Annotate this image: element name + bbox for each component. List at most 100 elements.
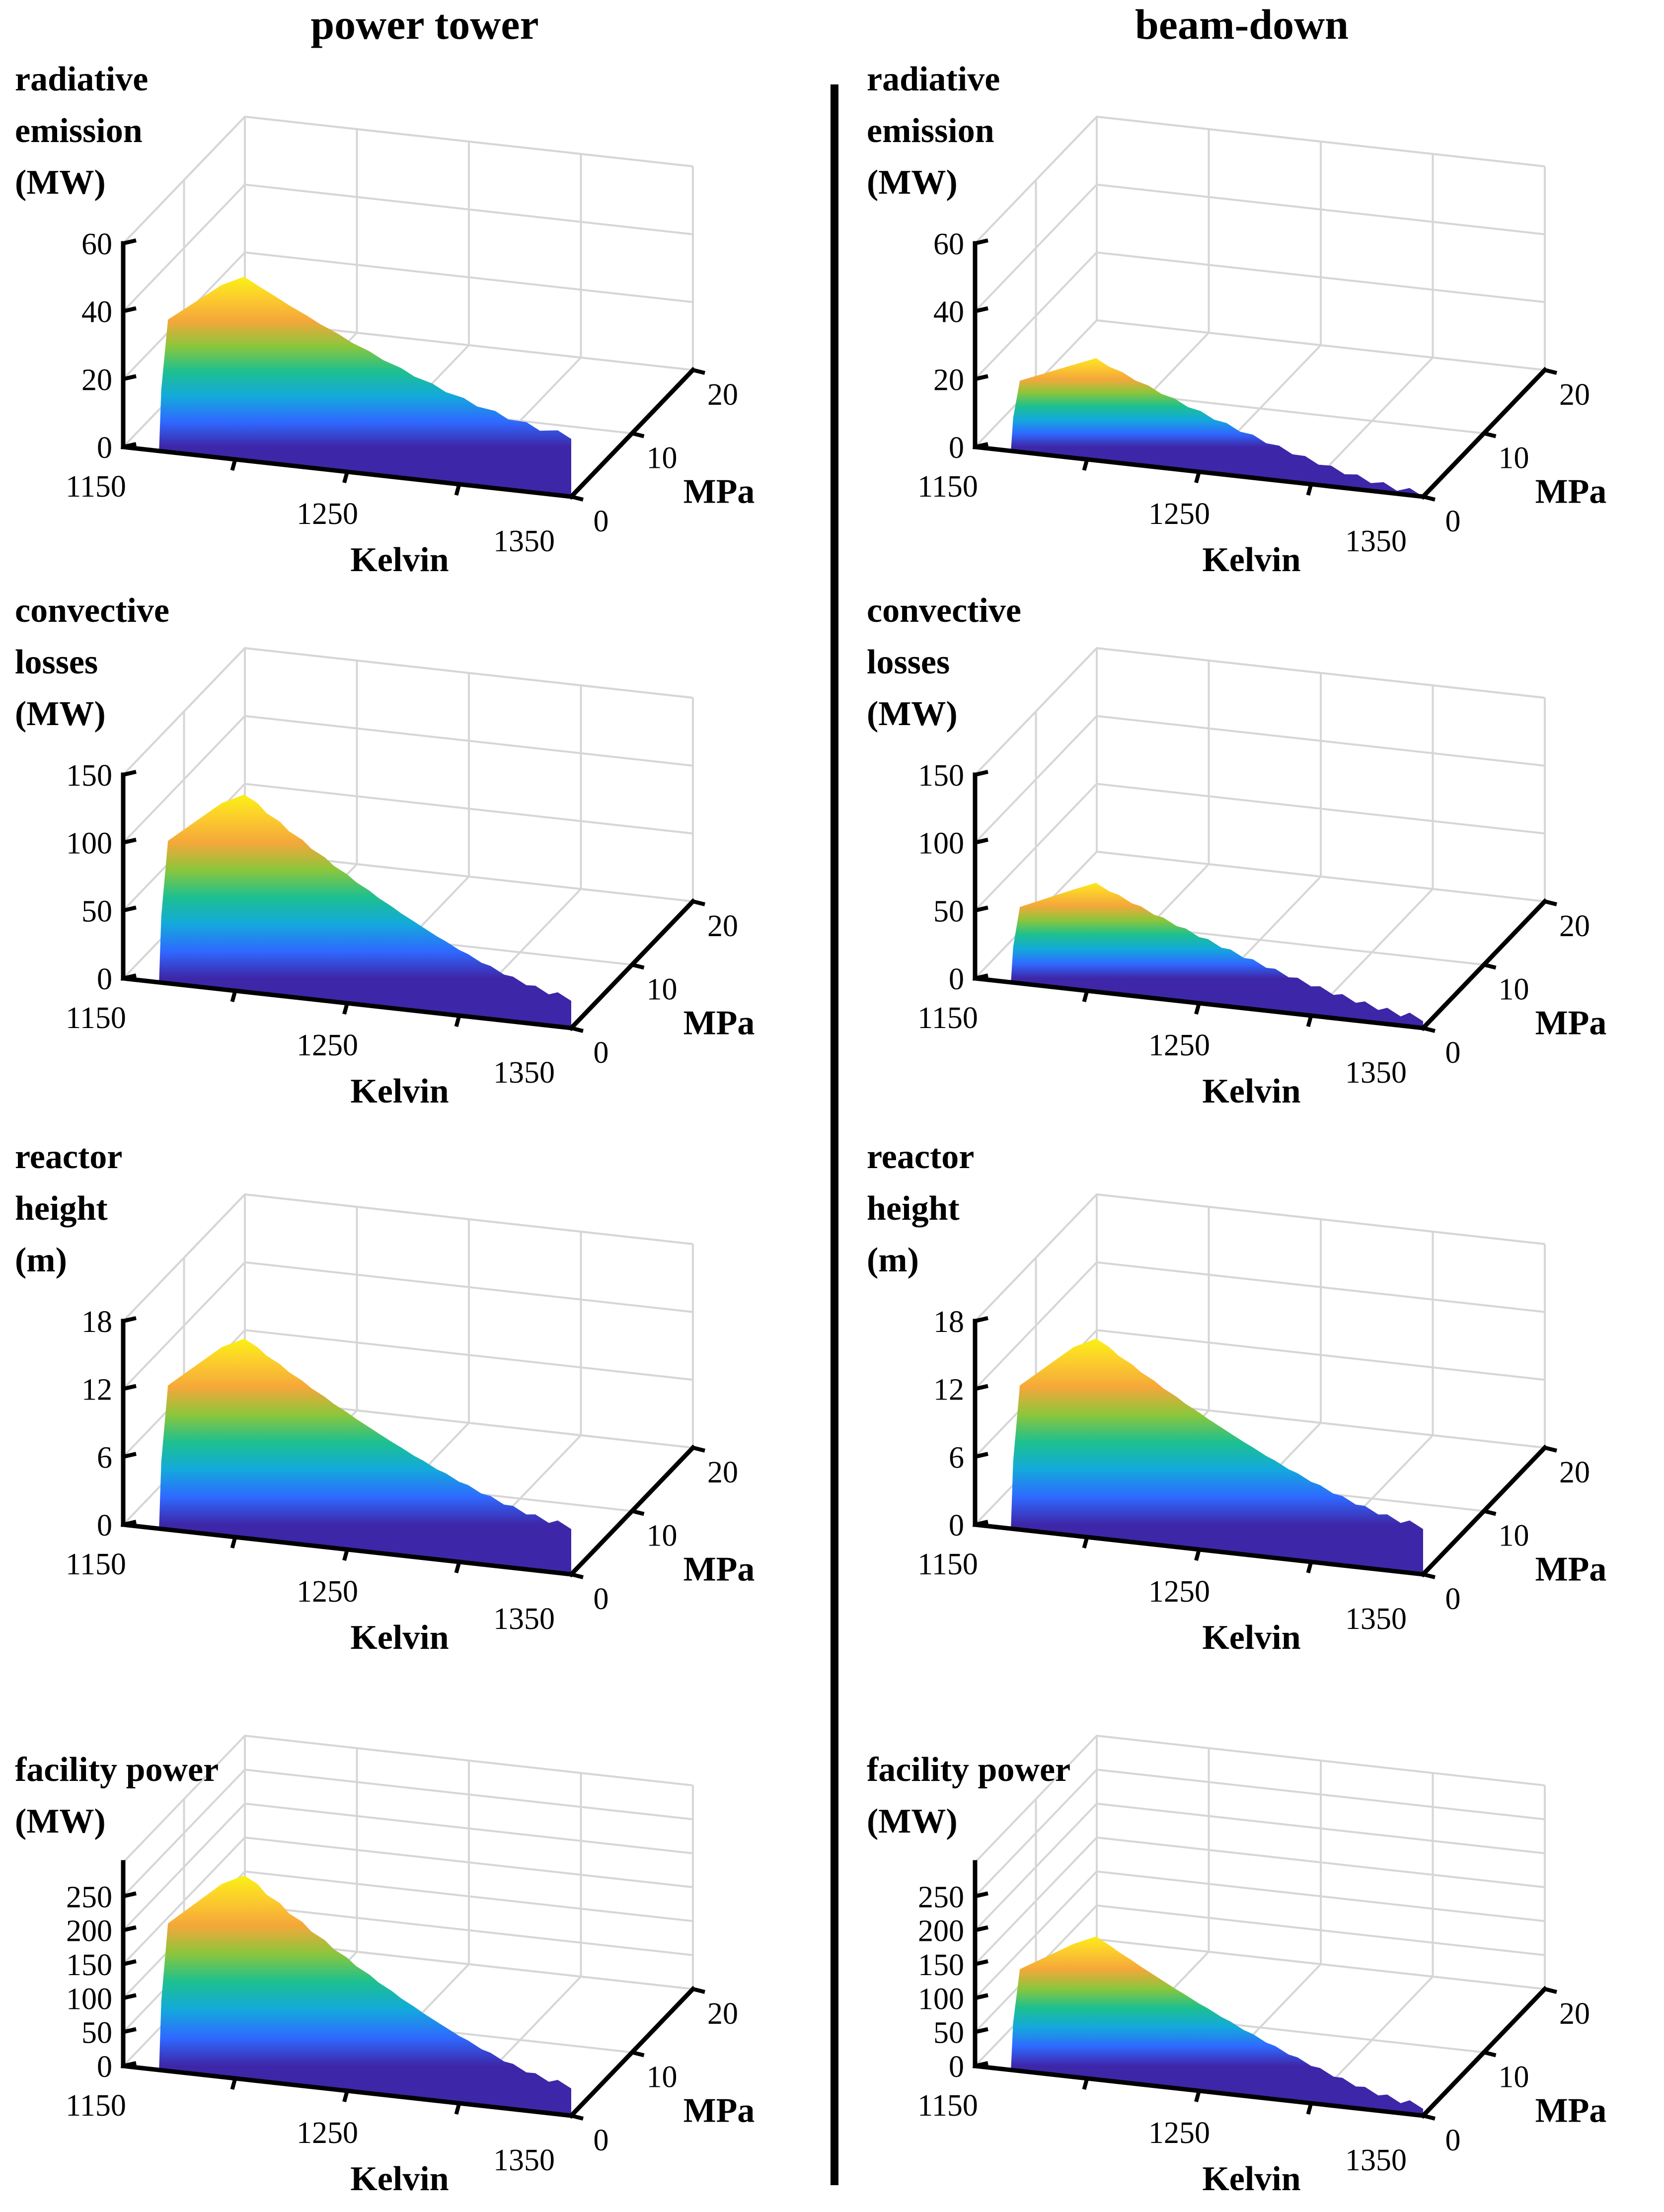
x-tick bbox=[1082, 458, 1089, 471]
x-tick bbox=[1082, 2077, 1089, 2090]
z-tick-label: 150 bbox=[66, 759, 112, 793]
y-tick-label: 20 bbox=[1559, 909, 1590, 943]
y-tick bbox=[631, 431, 645, 439]
grid-top-edge bbox=[122, 647, 693, 776]
y-axis-label: MPa bbox=[683, 473, 755, 511]
grid-top-edge bbox=[122, 1193, 693, 1322]
x-tick bbox=[1194, 2090, 1201, 2103]
x-tick bbox=[1194, 1002, 1201, 1015]
grid-line-x bbox=[1310, 685, 1434, 1017]
z-tick bbox=[975, 238, 988, 245]
x-tick-label: 1350 bbox=[493, 524, 555, 558]
z-tick-label: 40 bbox=[933, 295, 964, 329]
x-tick bbox=[1082, 990, 1089, 1003]
z-tick bbox=[975, 1925, 988, 1932]
y-tick bbox=[1544, 1987, 1557, 1994]
z-tick bbox=[975, 306, 988, 313]
z-tick-label: 12 bbox=[933, 1373, 964, 1407]
x-tick bbox=[454, 1015, 461, 1028]
z-axis-label: radiative bbox=[867, 60, 1000, 98]
z-tick bbox=[123, 306, 137, 313]
x-tick bbox=[230, 2077, 237, 2090]
z-tick bbox=[975, 2027, 988, 2034]
x-axis-label: Kelvin bbox=[350, 541, 449, 579]
grid-line-x bbox=[1310, 1773, 1434, 2104]
x-tick bbox=[342, 471, 349, 484]
z-tick bbox=[123, 374, 137, 381]
x-axis-label: Kelvin bbox=[1202, 1072, 1300, 1110]
y-tick bbox=[571, 1572, 584, 1579]
z-tick-label: 0 bbox=[949, 962, 964, 996]
z-tick-label: 0 bbox=[949, 2050, 964, 2084]
grid-line-y bbox=[1096, 648, 1545, 902]
x-tick bbox=[454, 483, 461, 496]
y-tick-label: 10 bbox=[1499, 2061, 1529, 2094]
y-tick bbox=[1423, 1026, 1436, 1033]
x-tick bbox=[230, 990, 237, 1003]
y-tick-label: 10 bbox=[647, 973, 678, 1007]
y-tick bbox=[1483, 1509, 1497, 1516]
y-axis-label: MPa bbox=[683, 1004, 755, 1042]
y-tick bbox=[571, 495, 584, 502]
z-tick bbox=[123, 770, 137, 777]
x-tick-label: 1350 bbox=[493, 2143, 555, 2177]
z-tick bbox=[975, 1384, 988, 1391]
x-tick bbox=[454, 2102, 461, 2115]
y-tick-label: 10 bbox=[647, 1519, 678, 1553]
y-axis-label: MPa bbox=[1535, 1004, 1607, 1042]
y-tick-label: 0 bbox=[594, 505, 609, 538]
x-axis-label: Kelvin bbox=[1202, 1619, 1300, 1657]
z-tick-label: 150 bbox=[918, 1948, 964, 1982]
z-tick-label: 0 bbox=[97, 962, 112, 996]
y-tick bbox=[571, 2114, 584, 2121]
z-axis-label: height bbox=[867, 1189, 960, 1228]
y-tick bbox=[1483, 2050, 1497, 2058]
z-tick-label: 20 bbox=[933, 363, 964, 397]
y-tick-label: 0 bbox=[1445, 1582, 1461, 1616]
panels: 020406011501250135001020KelvinMParadiati… bbox=[15, 60, 1606, 2198]
z-tick-label: 0 bbox=[97, 1509, 112, 1543]
z-tick-label: 18 bbox=[933, 1305, 964, 1339]
x-tick bbox=[342, 1548, 349, 1561]
z-axis-label: (MW) bbox=[15, 1802, 106, 1841]
z-axis-label: facility power bbox=[15, 1751, 219, 1789]
y-tick bbox=[1423, 495, 1436, 502]
z-tick-label: 50 bbox=[81, 894, 112, 928]
y-axis-label: MPa bbox=[1535, 2092, 1607, 2130]
y-tick bbox=[692, 1446, 705, 1453]
grid-top-edge bbox=[122, 1734, 693, 1863]
surface-chart-7: 05010015020025011501250135001020KelvinMP… bbox=[867, 1734, 1607, 2198]
z-tick-label: 18 bbox=[81, 1305, 112, 1339]
z-tick-label: 50 bbox=[81, 2016, 112, 2050]
z-tick-label: 150 bbox=[66, 1948, 112, 1982]
z-tick bbox=[123, 442, 137, 449]
z-tick bbox=[975, 1316, 988, 1323]
grid-line-x bbox=[1310, 154, 1434, 485]
y-tick-label: 0 bbox=[594, 1036, 609, 1070]
grid-line-y bbox=[1096, 117, 1545, 371]
surface-chart-5: 0 6 12 18 1150 1250 1350 0 10 20 Kelvin MPa reactor h… bbox=[867, 1138, 1606, 1657]
z-tick bbox=[123, 1993, 137, 2000]
y-tick-label: 10 bbox=[647, 442, 678, 475]
z-tick bbox=[123, 238, 137, 245]
z-tick bbox=[975, 905, 988, 913]
z-axis-label: radiative bbox=[15, 60, 148, 98]
z-tick bbox=[123, 2027, 137, 2034]
x-tick-label: 1350 bbox=[1345, 2143, 1407, 2177]
z-tick-label: 200 bbox=[66, 1915, 112, 1948]
y-tick-label: 20 bbox=[707, 1456, 738, 1489]
x-tick-label: 1150 bbox=[66, 1001, 126, 1035]
y-tick-label: 0 bbox=[1445, 2124, 1461, 2157]
z-tick-label: 100 bbox=[66, 1982, 112, 2016]
y-tick-label: 10 bbox=[1499, 1519, 1529, 1553]
z-tick bbox=[975, 770, 988, 777]
surface-patch bbox=[159, 1338, 571, 1574]
y-tick bbox=[631, 962, 645, 970]
x-tick bbox=[1306, 1561, 1313, 1574]
z-axis-label: (m) bbox=[867, 1241, 919, 1279]
surface-chart-3: 0 50 100 150 1150 1250 1350 0 10 20 Kelvin MPa conve… bbox=[867, 591, 1606, 1110]
z-tick bbox=[123, 1925, 137, 1932]
y-tick-label: 20 bbox=[707, 378, 738, 412]
y-tick-label: 20 bbox=[707, 1997, 738, 2031]
z-tick bbox=[123, 1384, 137, 1391]
